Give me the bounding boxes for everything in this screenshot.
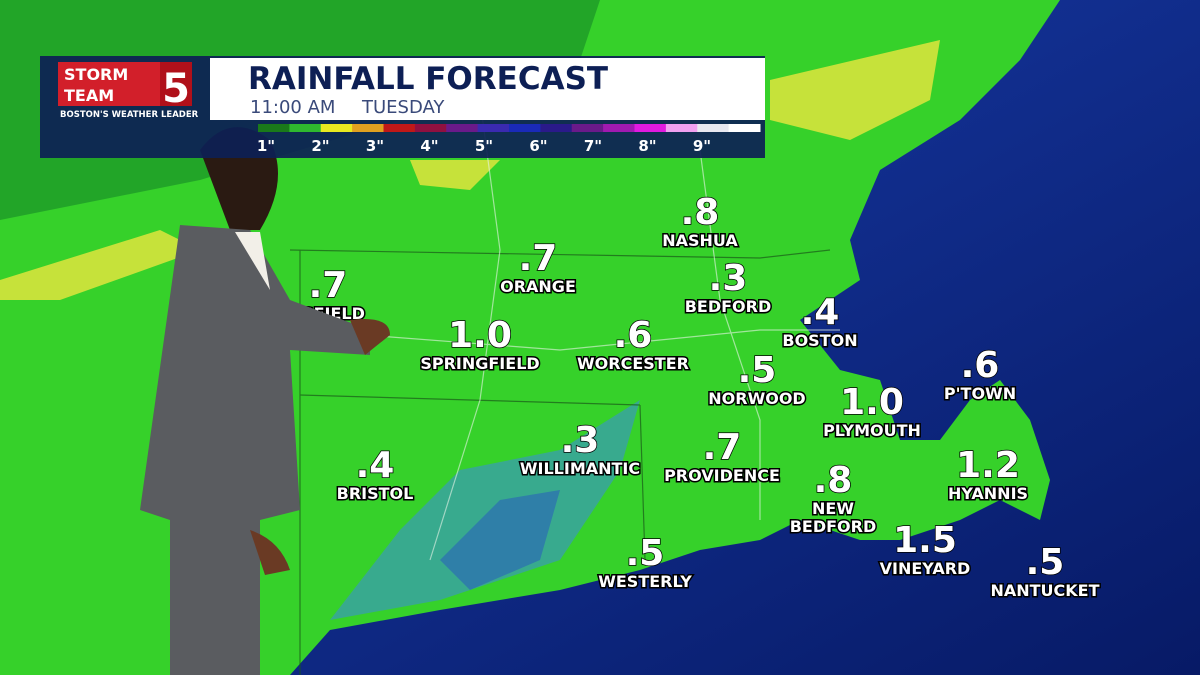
legend-label: 5" — [475, 137, 493, 155]
rain-yellow — [410, 160, 500, 190]
location-name: ORANGE — [500, 277, 576, 296]
location-name: WESTERLY — [598, 572, 692, 591]
location-name: BEDFORD — [685, 297, 772, 316]
borders — [289, 249, 831, 675]
location-name: NEW — [812, 499, 854, 518]
location-name: NASHUA — [662, 231, 738, 250]
legend-swatch — [571, 124, 604, 132]
rain-amount: .8 — [681, 192, 720, 233]
rain-amount: .6 — [614, 315, 653, 356]
legend-label: 3" — [366, 137, 384, 155]
legend-swatch — [477, 124, 510, 132]
location-name: SPRINGFIELD — [420, 354, 539, 373]
location-name: P'TOWN — [944, 384, 1016, 403]
roads — [299, 99, 840, 561]
rain-teal — [330, 400, 640, 620]
legend: 1" 2" 3" 4" 5" 6" 7" 8" 9" — [257, 124, 761, 155]
rain-amount: .7 — [703, 427, 742, 468]
logo-text: TEAM — [64, 86, 114, 105]
day: TUESDAY — [361, 97, 445, 118]
location-name: NANTUCKET — [990, 581, 1099, 600]
legend-swatch — [665, 124, 698, 132]
legend-swatch — [446, 124, 479, 132]
legend-label: 9" — [693, 137, 711, 155]
logo-text: STORM — [64, 65, 128, 84]
location-name: BOSTON — [782, 331, 857, 350]
legend-label: 8" — [638, 137, 656, 155]
legend-label: 4" — [420, 137, 438, 155]
location-name: BRISTOL — [337, 484, 414, 503]
legend-swatch — [540, 124, 573, 132]
header-banner: STORM TEAM 5 BOSTON'S WEATHER LEADER RAI… — [40, 56, 765, 158]
location-name: PLYMOUTH — [823, 421, 921, 440]
legend-swatch — [352, 124, 384, 132]
legend-swatch — [634, 124, 667, 132]
rain-amount: .5 — [1026, 542, 1065, 583]
title: RAINFALL FORECAST — [248, 61, 608, 97]
rain-amount: .7 — [519, 238, 558, 279]
location-name: BEDFORD — [790, 517, 877, 536]
rain-amount: .3 — [561, 420, 600, 461]
legend-swatch — [728, 124, 761, 132]
legend-swatch — [320, 124, 353, 132]
rain-amount: 1.5 — [893, 520, 957, 561]
rain-amount: .5 — [738, 350, 777, 391]
legend-swatch — [414, 124, 447, 132]
rain-amount: .6 — [961, 345, 1000, 386]
logo-tagline: BOSTON'S WEATHER LEADER — [60, 110, 199, 120]
time: 11:00 AM — [250, 97, 335, 118]
legend-label: 7" — [584, 137, 602, 155]
legend-label: 2" — [311, 137, 329, 155]
rain-amount: .5 — [626, 533, 665, 574]
location-name: WORCESTER — [577, 354, 689, 373]
rain-amount: .7 — [309, 265, 348, 306]
rain-yellow — [770, 40, 940, 140]
location-name: PROVIDENCE — [664, 466, 780, 485]
legend-swatch — [697, 124, 730, 132]
logo-number: 5 — [162, 66, 190, 112]
legend-label: 6" — [529, 137, 547, 155]
legend-swatch — [603, 124, 635, 132]
location-name: HYANNIS — [948, 484, 1028, 503]
legend-swatch — [509, 124, 541, 132]
legend-swatch — [258, 124, 290, 132]
legend-swatch — [289, 124, 322, 132]
rain-amount: .4 — [801, 292, 840, 333]
rain-yellow — [0, 230, 200, 300]
rain-amount: 1.0 — [840, 382, 904, 423]
rain-amount: 1.0 — [448, 315, 512, 356]
location-name: VINEYARD — [880, 559, 971, 578]
rain-amount: .4 — [356, 445, 395, 486]
rain-blue — [440, 490, 560, 590]
rain-amount: 1.2 — [956, 445, 1020, 486]
location-name: WILLIMANTIC — [520, 459, 640, 478]
rain-amount: .3 — [709, 258, 748, 299]
legend-swatch — [383, 124, 416, 132]
legend-label: 1" — [257, 137, 275, 155]
rain-amount: .8 — [814, 460, 853, 501]
location-name: NORWOOD — [708, 389, 805, 408]
